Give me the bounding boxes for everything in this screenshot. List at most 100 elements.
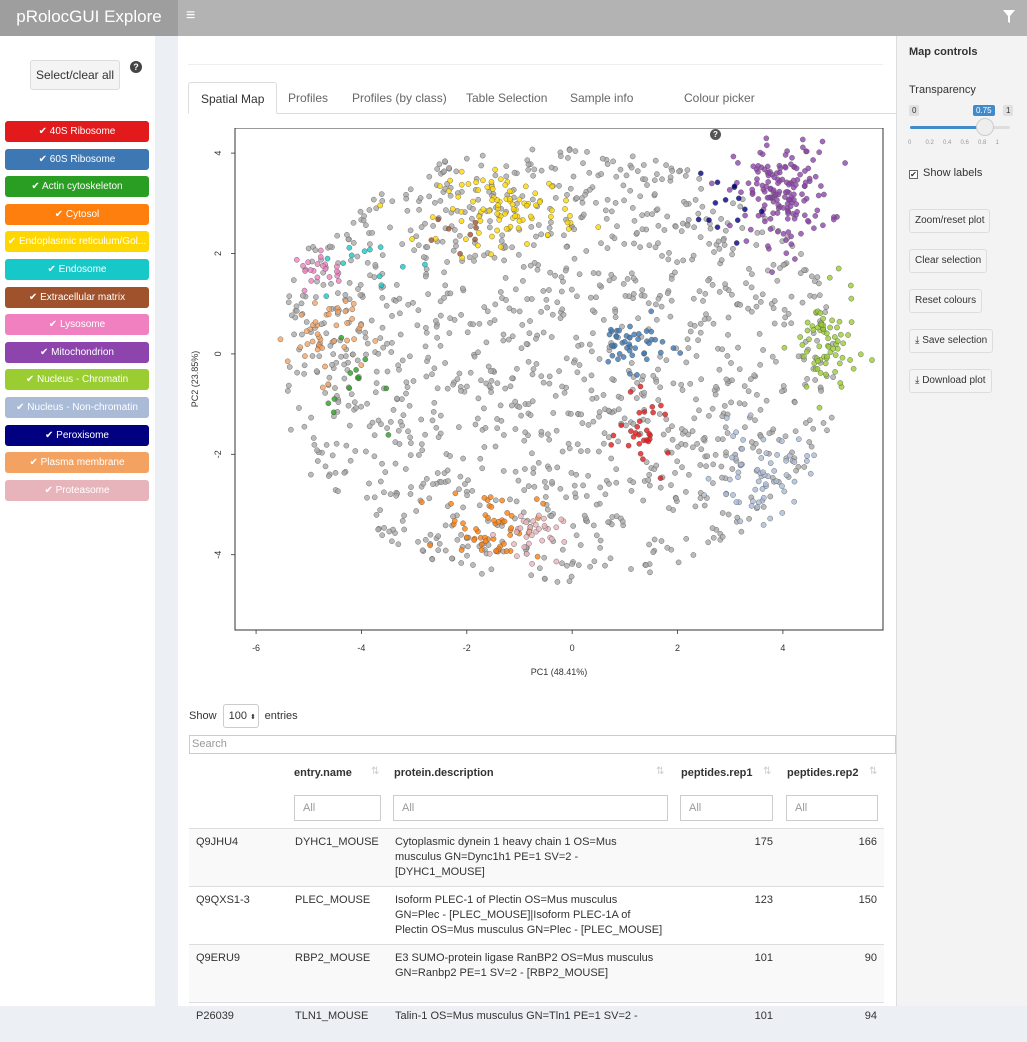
class-point	[473, 179, 479, 186]
unlabelled-point	[500, 331, 507, 338]
class-toggle-60s-ribosome[interactable]: ✔ 60S Ribosome	[5, 148, 149, 170]
unlabelled-point	[545, 431, 551, 438]
unlabelled-point	[472, 252, 479, 259]
tab-spatial-map[interactable]: Spatial Map	[188, 82, 278, 114]
sort-icon[interactable]: ⇅	[869, 766, 878, 777]
column-header-peptides-rep2[interactable]: peptides.rep2	[787, 767, 859, 779]
class-point	[842, 160, 848, 166]
class-point	[834, 324, 840, 331]
class-toggle-endoplasmic-reticulum-gol[interactable]: ✔ Endoplasmic reticulum/Gol...	[5, 231, 149, 253]
unlabelled-point	[399, 357, 406, 364]
class-toggle-nucleus-non-chromatin[interactable]: ✔ Nucleus - Non-chromatin	[5, 397, 149, 418]
unlabelled-point	[390, 407, 397, 413]
reset-colours-button[interactable]: Reset colours	[909, 289, 983, 313]
table-search-input[interactable]: Search	[189, 735, 896, 754]
slider-handle[interactable]	[976, 118, 994, 136]
class-point	[752, 486, 759, 493]
class-point	[323, 293, 330, 299]
unlabelled-point	[635, 315, 641, 321]
class-toggle-extracellular-matrix[interactable]: ✔ Extracellular matrix	[5, 286, 149, 308]
unlabelled-point	[437, 198, 444, 204]
tab-table-selection[interactable]: Table Selection	[466, 91, 548, 105]
unlabelled-point	[582, 191, 588, 198]
unlabelled-point	[605, 407, 612, 414]
class-point	[486, 207, 493, 214]
column-header-entry-name[interactable]: entry.name	[294, 767, 352, 779]
class-toggle-nucleus-chromatin[interactable]: ✔ Nucleus - Chromatin	[5, 369, 149, 391]
unlabelled-point	[617, 166, 624, 173]
unlabelled-point	[628, 360, 635, 366]
unlabelled-point	[364, 494, 370, 501]
class-point	[458, 218, 465, 224]
unlabelled-point	[481, 304, 488, 310]
zoom-reset-button[interactable]: Zoom/reset plot	[909, 209, 991, 233]
class-toggle-40s-ribosome[interactable]: ✔ 40S Ribosome	[5, 121, 149, 142]
class-toggle-peroxisome[interactable]: ✔ Peroxisome	[5, 424, 149, 446]
show-labels-checkbox[interactable]: ✔	[909, 170, 918, 179]
class-point	[761, 494, 767, 501]
class-point	[785, 210, 791, 217]
unlabelled-point	[628, 488, 635, 494]
unlabelled-point	[492, 497, 499, 504]
help-icon[interactable]: ?	[130, 61, 142, 73]
class-point	[470, 198, 476, 205]
unlabelled-point	[341, 469, 348, 476]
select-all-button[interactable]: Select/clear all	[30, 60, 120, 90]
class-toggle-mitochondrion[interactable]: ✔ Mitochondrion	[5, 341, 149, 363]
table-row[interactable]: Q9JHU4 DYHC1_MOUSE Cytoplasmic dynein 1 he…	[189, 828, 884, 886]
class-toggle-lysosome[interactable]: ✔ Lysosome	[5, 314, 149, 336]
sort-icon[interactable]: ⇅	[656, 766, 665, 777]
class-toggle-plasma-membrane[interactable]: ✔ Plasma membrane	[5, 452, 149, 474]
unlabelled-point	[402, 466, 409, 472]
tab-profiles-by-class[interactable]: Profiles (by class)	[352, 91, 447, 105]
filter-peptides-rep2[interactable]: All	[786, 795, 878, 821]
class-toggle-actin-cytoskeleton[interactable]: ✔ Actin cytoskeleton	[5, 176, 149, 198]
sort-icon[interactable]: ⇅	[371, 766, 380, 777]
tab-sample-info[interactable]: Sample info	[570, 91, 634, 105]
unlabelled-point	[621, 197, 627, 204]
sidebar-toggle-icon[interactable]: ≡	[186, 7, 196, 24]
class-point	[695, 216, 702, 223]
sort-icon[interactable]: ⇅	[763, 766, 772, 777]
clear-selection-button[interactable]: Clear selection	[909, 249, 988, 273]
tab-colour-picker[interactable]: Colour picker	[684, 91, 755, 105]
column-header-peptides-rep1[interactable]: peptides.rep1	[681, 767, 753, 779]
class-point	[788, 241, 795, 247]
plot-axes: -6 -4 -2 0 2 4 -4 -2 0 2 4	[213, 151, 785, 653]
filter-protein-description[interactable]: All	[393, 795, 668, 821]
class-point	[804, 458, 810, 464]
table-row[interactable]: P26039 TLN1_MOUSE Talin-1 OS=Mus musculus …	[189, 1002, 884, 1042]
table-row[interactable]: Q9QXS1-3 PLEC_MOUSE Isoform PLEC-1 of Plec…	[189, 886, 884, 944]
unlabelled-point	[387, 419, 394, 425]
show-labels-toggle[interactable]: ✔ Show labels	[909, 167, 982, 179]
class-point	[775, 228, 781, 235]
unlabelled-point	[773, 358, 779, 365]
class-point	[460, 520, 466, 527]
unlabelled-point	[486, 383, 493, 390]
unlabelled-point	[463, 155, 470, 162]
unlabelled-point	[597, 544, 603, 551]
filter-icon[interactable]	[1003, 10, 1015, 24]
class-toggle-endosome[interactable]: ✔ Endosome	[5, 259, 149, 280]
entries-select[interactable]: 100 ⬍	[222, 704, 259, 728]
unlabelled-point	[568, 286, 575, 293]
download-plot-button[interactable]: ⤓ Download plot	[909, 369, 992, 393]
filter-entry-name[interactable]: All	[294, 795, 381, 821]
unlabelled-point	[362, 334, 369, 341]
unlabelled-point	[479, 570, 485, 577]
class-point	[458, 168, 465, 175]
unlabelled-point	[299, 331, 305, 338]
unlabelled-point	[629, 205, 636, 211]
transparency-slider[interactable]	[910, 126, 1010, 129]
plot-help-icon[interactable]: ?	[710, 129, 721, 140]
class-toggle-cytosol[interactable]: ✔ Cytosol	[5, 203, 149, 225]
tab-profiles[interactable]: Profiles	[288, 91, 329, 105]
spatial-map-plot[interactable]: -6 -4 -2 0 2 4 -4 -2 0 2 4 PC1 (48.41%) PC2 (23.85…	[188, 128, 888, 678]
filter-peptides-rep1[interactable]: All	[680, 795, 773, 821]
class-point	[319, 262, 326, 269]
class-toggle-proteasome[interactable]: ✔ Proteasome	[5, 479, 149, 501]
column-header-protein-description[interactable]: protein.description	[394, 767, 494, 779]
table-row[interactable]: Q9ERU9 RBP2_MOUSE E3 SUMO-protein ligase R…	[189, 944, 884, 1002]
save-selection-button[interactable]: ⤓ Save selection	[909, 329, 994, 353]
unlabelled-point	[721, 242, 728, 248]
